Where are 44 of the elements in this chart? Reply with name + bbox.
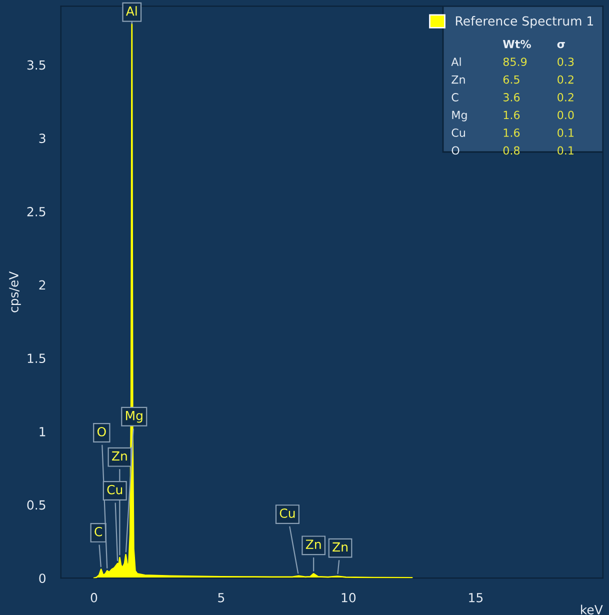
x-tick-label: 5 (218, 593, 224, 602)
legend-label: Reference Spectrum 1 (456, 16, 594, 28)
annotation: Zn (332, 542, 348, 552)
annotation: 6.5 (503, 75, 520, 84)
annotation: Mg (452, 110, 467, 122)
x-tick-label: 15 (469, 593, 483, 602)
annotation: Zn (112, 451, 127, 461)
annotation: 0.1 (558, 146, 574, 155)
annotation: 0.1 (558, 128, 574, 137)
y-tick-label: 2 (39, 280, 46, 290)
x-tick-label: 10 (342, 592, 356, 602)
annotation: O (452, 146, 460, 155)
y-tick-label: 3 (39, 134, 46, 144)
y-tick-label: 2.5 (27, 206, 46, 216)
annotation: 1.6 (504, 110, 520, 120)
annotation: Al (126, 6, 137, 16)
annotation: Cu (452, 128, 465, 137)
annotation: Zn (306, 540, 321, 549)
annotation: 0.8 (503, 146, 520, 155)
y-tick-label: 0.5 (27, 500, 46, 510)
annotation: 0.2 (558, 93, 574, 102)
x-tick-label: 0 (90, 592, 98, 602)
y-tick-label: 1.5 (28, 354, 46, 364)
annotation: C (452, 93, 458, 102)
annotation: σ (557, 42, 565, 48)
annotation: 1.6 (504, 128, 520, 137)
annotation: 85.9 (503, 58, 527, 66)
annotation: Mg (126, 410, 142, 423)
annotation: O (97, 426, 106, 436)
y-axis-title: cps/eV (9, 271, 21, 312)
annotation: Wt% (502, 40, 531, 48)
annotation: 0.3 (558, 58, 574, 66)
annotation: Al (451, 57, 461, 66)
annotation: 0.2 (558, 75, 574, 84)
annotation: 0.0 (558, 110, 574, 120)
y-tick-label: 3.5 (27, 60, 46, 70)
x-axis-title: keV (581, 604, 603, 614)
y-tick-label: 1 (40, 427, 46, 436)
annotation: Cu (107, 484, 122, 494)
annotation: Cu (280, 508, 295, 518)
annotation: Zn (452, 75, 465, 84)
y-tick-label: 0 (39, 574, 46, 584)
annotation: C (94, 526, 102, 536)
annotation: 3.6 (503, 93, 520, 102)
